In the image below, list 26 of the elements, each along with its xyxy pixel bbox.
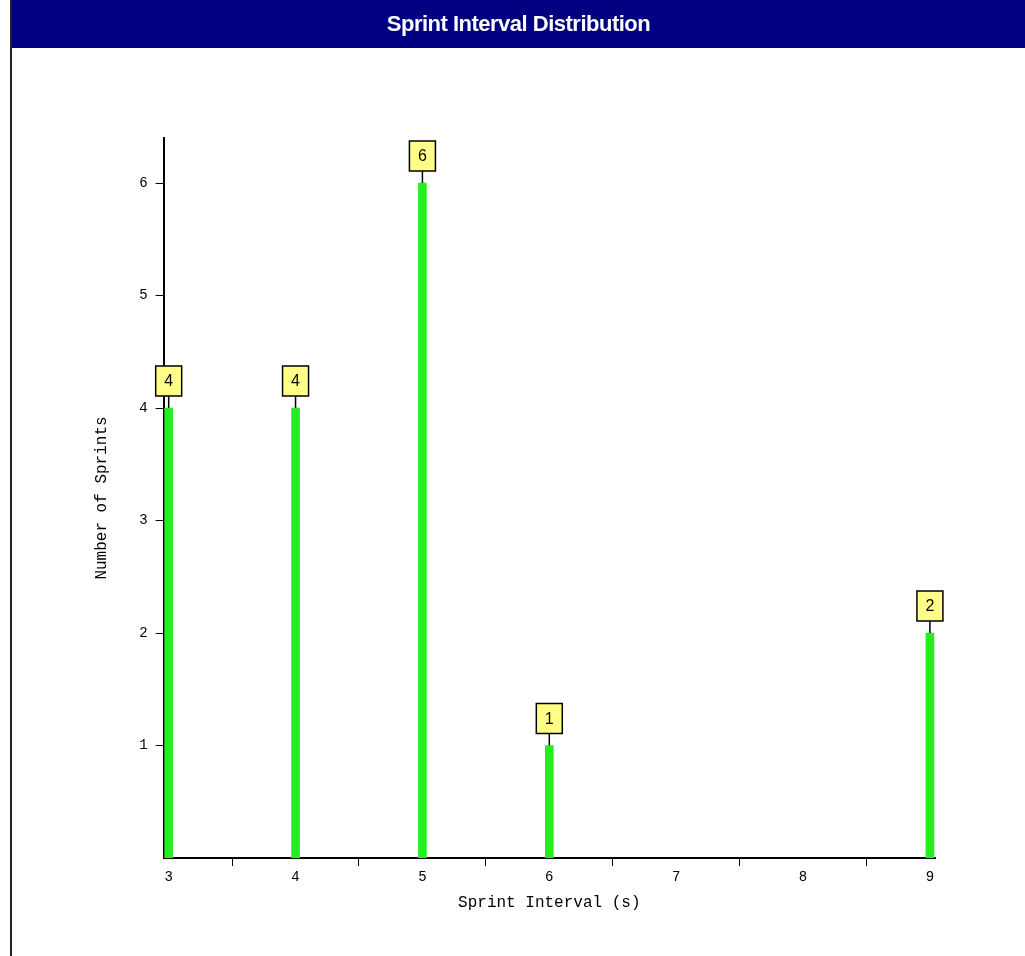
- x-tick-label: 5: [418, 869, 427, 886]
- y-tick-label: 3: [139, 512, 148, 529]
- x-tick-label: 4: [291, 869, 300, 886]
- data-label: 6: [417, 147, 427, 165]
- y-tick-label: 6: [139, 174, 148, 191]
- data-label: 4: [291, 372, 301, 390]
- bar: [291, 407, 300, 858]
- data-label: 4: [164, 372, 174, 390]
- y-tick-label: 5: [139, 287, 148, 304]
- chart-title: Sprint Interval Distribution: [12, 0, 1025, 48]
- y-axis-title: Number of Sprints: [92, 416, 111, 580]
- x-tick-label: 9: [925, 869, 935, 886]
- x-tick-label: 3: [164, 869, 173, 886]
- y-tick-label: 2: [139, 624, 148, 641]
- y-tick-label: 1: [139, 737, 148, 754]
- x-tick-label: 8: [798, 869, 808, 886]
- x-tick-label: 6: [545, 869, 554, 886]
- bar: [544, 745, 554, 858]
- bar: [164, 407, 174, 858]
- data-label: 1: [544, 709, 554, 727]
- data-label: 2: [925, 597, 935, 615]
- y-tick-label: 4: [139, 399, 148, 416]
- bar: [418, 182, 427, 858]
- x-tick-label: 7: [671, 869, 681, 886]
- bar: [925, 632, 935, 858]
- x-axis-title: Sprint Interval (s): [458, 893, 641, 912]
